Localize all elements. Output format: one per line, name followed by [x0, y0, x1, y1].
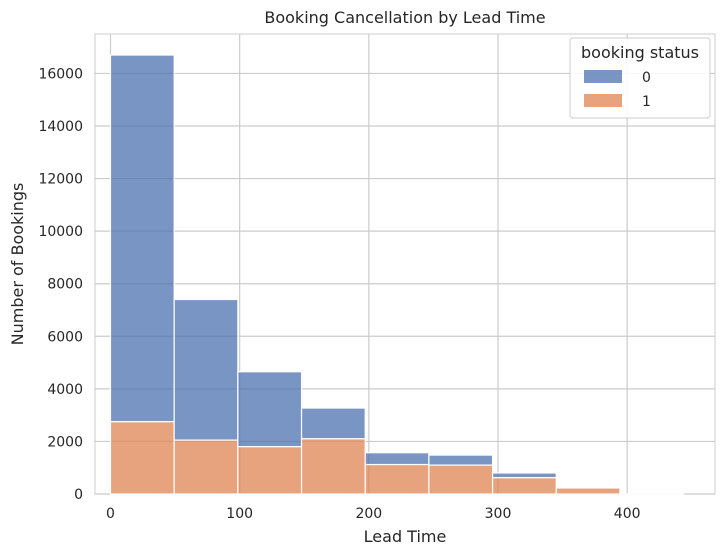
- x-tick-label: 300: [485, 506, 512, 522]
- x-axis-ticks: 0 100 200 300 400: [106, 506, 640, 522]
- x-axis-label: Lead Time: [364, 527, 447, 546]
- y-tick-label: 8000: [47, 277, 83, 293]
- bar-status-0-bin-6: [491, 472, 557, 479]
- legend-label-0: 0: [642, 70, 651, 86]
- legend-swatch-1: [584, 94, 622, 107]
- y-tick-label: 12000: [38, 172, 83, 188]
- bar-status-0-bin-2: [237, 371, 303, 448]
- y-tick-label: 16000: [38, 66, 83, 82]
- y-tick-label: 4000: [47, 382, 83, 398]
- bar-status-0-bin-1: [173, 298, 239, 441]
- chart-title: Booking Cancellation by Lead Time: [264, 8, 545, 27]
- y-tick-label: 10000: [38, 224, 83, 240]
- bar-status-0-bin-5: [428, 454, 494, 466]
- x-tick-label: 100: [226, 506, 253, 522]
- legend-items: 01: [584, 70, 651, 110]
- bar-status-0-bin-3: [300, 407, 366, 440]
- y-tick-label: 14000: [38, 119, 83, 135]
- bar-status-1-bin-1: [173, 439, 239, 495]
- x-tick-label: 400: [614, 506, 641, 522]
- bar-status-1-bin-4: [364, 463, 430, 495]
- y-tick-label: 2000: [47, 434, 83, 450]
- legend-title: booking status: [581, 43, 699, 62]
- legend-swatch-0: [584, 70, 622, 83]
- bar-status-1-bin-3: [300, 438, 366, 495]
- y-axis-label: Number of Bookings: [8, 183, 27, 346]
- legend: booking status 01: [569, 37, 711, 119]
- y-tick-label: 6000: [47, 329, 83, 345]
- y-axis-ticks: 0 2000 4000 6000 8000 10000 12000 14000 16000: [38, 66, 83, 503]
- bar-status-0-bin-4: [364, 452, 430, 466]
- bar-status-1-bin-7: [555, 487, 621, 495]
- x-tick-label: 0: [106, 506, 115, 522]
- bar-status-1-bin-6: [491, 477, 557, 495]
- bar-status-1-bin-0: [109, 421, 175, 495]
- bar-status-1-bin-5: [428, 464, 494, 495]
- legend-label-1: 1: [642, 94, 651, 110]
- x-tick-label: 200: [355, 506, 382, 522]
- y-tick-label: 0: [74, 487, 83, 503]
- bar-status-0-bin-0: [109, 54, 175, 423]
- histogram-bars: [109, 54, 685, 495]
- bar-status-1-bin-2: [237, 446, 303, 495]
